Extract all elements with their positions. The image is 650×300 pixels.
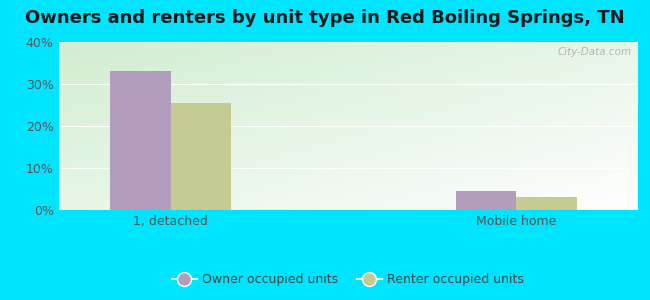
Bar (456, 191, 516, 210)
Bar (111, 71, 171, 210)
Text: Owners and renters by unit type in Red Boiling Springs, TN: Owners and renters by unit type in Red B… (25, 9, 625, 27)
Text: City-Data.com: City-Data.com (557, 47, 631, 57)
Bar (171, 103, 231, 210)
Bar (516, 197, 577, 210)
Legend: Owner occupied units, Renter occupied units: Owner occupied units, Renter occupied un… (167, 268, 528, 291)
